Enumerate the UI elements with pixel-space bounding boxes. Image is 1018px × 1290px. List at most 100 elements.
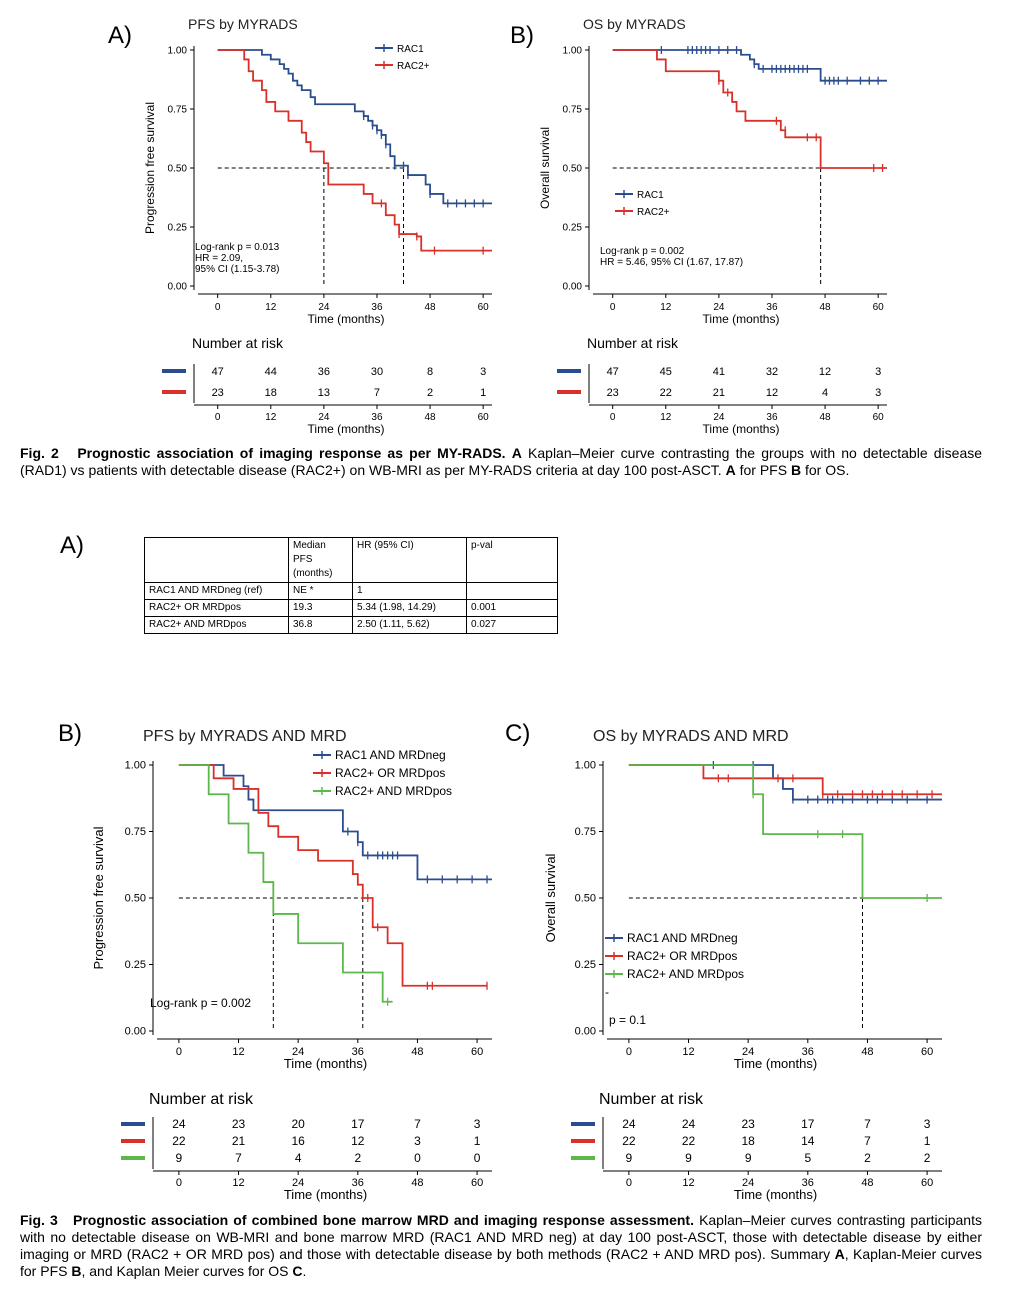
risk-count: 18 <box>265 387 277 399</box>
risk-x-tick-label: 0 <box>215 412 221 423</box>
x-tick-label: 24 <box>713 302 725 313</box>
risk-count: 21 <box>232 1134 246 1148</box>
risk-count: 41 <box>713 366 725 378</box>
risk-count: 9 <box>176 1151 183 1165</box>
risk-table-title: Number at risk <box>149 1091 254 1108</box>
fig3-caption-title: Prognostic association of combined bone … <box>72 1212 694 1228</box>
km-curve-0 <box>612 49 887 82</box>
fig3-caption-b: B <box>71 1263 82 1279</box>
fig2-caption-text1: Kaplan–Meier curve contrasting the group… <box>20 445 983 478</box>
legend-label: RAC1 AND MRDneg <box>335 748 446 762</box>
fig3-caption-a: A <box>834 1246 845 1262</box>
risk-x-tick-label: 0 <box>610 412 616 423</box>
risk-x-tick-label: 12 <box>265 412 277 423</box>
risk-count: 1 <box>474 1134 481 1148</box>
risk-x-tick-label: 60 <box>478 412 490 423</box>
y-axis-label: Overall survival <box>538 127 552 209</box>
chart-title: OS by MYRADS <box>583 16 686 32</box>
risk-count: 2 <box>354 1151 361 1165</box>
fig3-caption-text1: Kaplan–Meier curves contrasting particip… <box>20 1212 982 1262</box>
km-curve-0 <box>178 764 492 881</box>
y-tick-label: 0.75 <box>563 105 583 116</box>
fig2-caption-text2: for PFS <box>739 462 788 478</box>
table-cell: RAC2+ OR MRDpos <box>144 599 289 617</box>
y-tick-label: 0.50 <box>125 893 146 905</box>
risk-count: 47 <box>212 366 224 378</box>
fig2-caption-b: B <box>790 462 802 478</box>
chart-annotation: Log-rank p = 0.013 <box>195 242 280 253</box>
fig2-panel-b-letter: B) <box>510 22 534 49</box>
risk-count: 7 <box>864 1134 871 1148</box>
risk-x-axis-label: Time (months) <box>703 422 780 436</box>
risk-count: 12 <box>351 1134 365 1148</box>
chart-annotation: 95% CI (1.15-3.78) <box>195 264 280 275</box>
risk-table-title: Number at risk <box>599 1091 704 1108</box>
risk-table-title: Number at risk <box>587 335 679 351</box>
x-axis-label: Time (months) <box>308 312 385 326</box>
risk-count: 4 <box>822 387 828 399</box>
fig2-panel-a-letter: A) <box>108 22 132 49</box>
fig3-panel-b-letter: B) <box>58 720 82 747</box>
risk-x-tick-label: 24 <box>318 412 330 423</box>
fig2-panel-b-chart: OS by MYRADS 0.00 0.25 0.50 0.75 1.00 0 12 24 36 4… <box>538 16 887 436</box>
chart-annotation: HR = 5.46, 95% CI (1.67, 17.87) <box>600 257 743 268</box>
risk-count: 45 <box>660 366 672 378</box>
risk-count: 9 <box>685 1151 692 1165</box>
y-tick-label: 0.25 <box>563 223 583 234</box>
x-axis-label: Time (months) <box>284 1056 367 1071</box>
table-cell <box>466 582 558 600</box>
x-tick-label: 12 <box>232 1046 244 1058</box>
legend-label: RAC1 <box>637 190 664 201</box>
risk-count: 36 <box>318 366 330 378</box>
fig3-table-letter: A) <box>60 532 84 559</box>
risk-count: 3 <box>480 366 486 378</box>
risk-count: 21 <box>713 387 725 399</box>
y-axis-label: Progression free survival <box>143 102 157 234</box>
risk-count: 44 <box>265 366 277 378</box>
x-tick-label: 60 <box>478 302 490 313</box>
x-tick-label: 24 <box>318 302 330 313</box>
table-cell: 0.001 <box>466 599 558 617</box>
x-tick-label: 48 <box>411 1046 423 1058</box>
risk-count: 32 <box>766 366 778 378</box>
x-tick-label: 60 <box>471 1046 483 1058</box>
fig3-caption-label: Fig. 3 <box>20 1212 58 1228</box>
x-tick-label: 36 <box>371 302 383 313</box>
risk-x-tick-label: 48 <box>861 1177 873 1189</box>
x-tick-label: 60 <box>921 1046 933 1058</box>
risk-count: 7 <box>864 1117 871 1131</box>
risk-count: 23 <box>232 1117 246 1131</box>
chart-title: PFS by MYRADS <box>188 16 298 32</box>
risk-count: 12 <box>819 366 831 378</box>
km-curve-0 <box>217 49 492 205</box>
legend-label: RAC2+ <box>397 61 430 72</box>
table-cell: RAC2+ AND MRDpos <box>144 616 289 634</box>
risk-count: 7 <box>414 1117 421 1131</box>
table-cell: RAC1 AND MRDneg (ref) <box>144 582 289 600</box>
fig2-caption-text3: for OS. <box>804 462 850 478</box>
x-axis-label: Time (months) <box>734 1056 817 1071</box>
risk-x-tick-label: 48 <box>819 412 831 423</box>
y-tick-label: 1.00 <box>563 46 583 57</box>
risk-count: 14 <box>801 1134 815 1148</box>
y-tick-label: 0.25 <box>125 959 146 971</box>
y-tick-label: 0.50 <box>168 164 188 175</box>
risk-count: 12 <box>766 387 778 399</box>
y-tick-label: 0.75 <box>125 826 146 838</box>
risk-count: 22 <box>172 1134 186 1148</box>
y-tick-label: 0.50 <box>575 893 596 905</box>
fig3-panel-b-chart: PFS by MYRADS AND MRD 0.00 0.25 0.50 0.75 1.0… <box>91 728 492 1202</box>
risk-count: 3 <box>924 1117 931 1131</box>
x-tick-label: 0 <box>215 302 221 313</box>
x-tick-label: 0 <box>176 1046 182 1058</box>
y-tick-label: 0.00 <box>575 1026 596 1038</box>
x-tick-label: 0 <box>626 1046 632 1058</box>
risk-count: 30 <box>371 366 383 378</box>
fig3-panel-c-chart: OS by MYRADS AND MRD 0.00 0.25 0.50 0.75 1.00… <box>543 728 942 1202</box>
fig3-caption-text2: , Kaplan-Meier curves for PFS <box>20 1246 982 1279</box>
y-tick-label: 0.00 <box>563 282 583 293</box>
table-cell: 36.8 <box>288 616 353 634</box>
km-curve-1 <box>178 764 488 987</box>
risk-x-tick-label: 12 <box>660 412 672 423</box>
